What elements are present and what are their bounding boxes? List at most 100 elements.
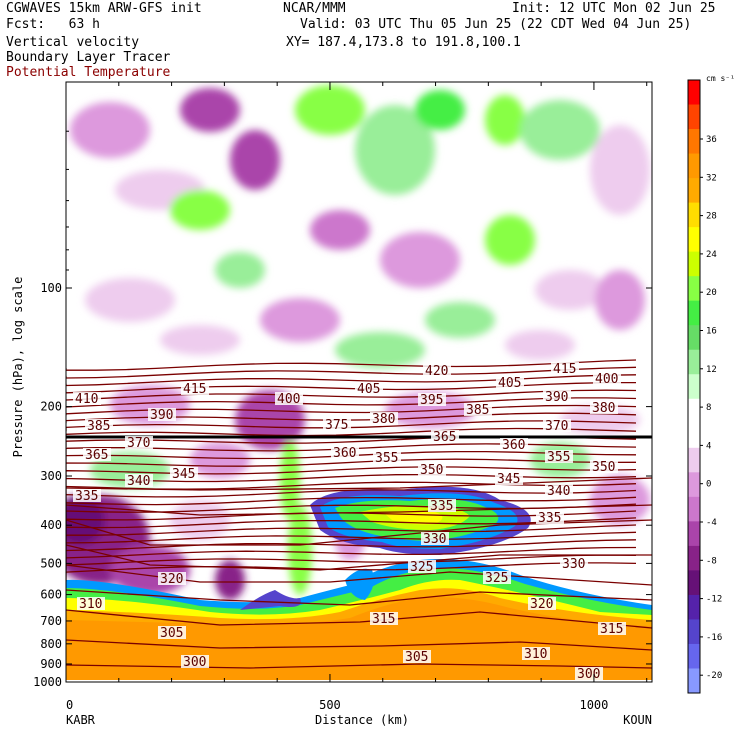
isentrope-label-bg: [73, 392, 101, 405]
isentrope-label: 305: [160, 626, 183, 641]
isentrope-upper: [66, 397, 637, 408]
isentrope-upper: [66, 546, 637, 566]
isentrope-label: 355: [547, 450, 570, 465]
isentrope-label-bg: [522, 647, 550, 660]
isentrope-label: 305: [405, 650, 428, 665]
isentrope-lower: [66, 639, 652, 651]
isentrope-label-bg: [181, 655, 209, 668]
isentrope-upper: [66, 562, 637, 582]
isentrope-label: 350: [420, 463, 443, 478]
y-tick-label: 300: [40, 469, 62, 483]
y-tick-label: 500: [40, 556, 62, 570]
center-label: NCAR/MMM: [283, 1, 346, 16]
isentrope-label-bg: [590, 460, 618, 473]
colorbar-swatch: [688, 423, 700, 449]
isentrope-label: 335: [430, 499, 453, 514]
isentrope-label: 310: [79, 597, 102, 612]
isentrope-label-bg: [543, 390, 571, 403]
isentrope-label: 330: [562, 557, 585, 572]
isentrope-label-bg: [403, 650, 431, 663]
isentrope-label: 365: [85, 448, 108, 463]
x-end-station: KOUN: [623, 713, 652, 727]
isentrope-upper: [66, 366, 637, 379]
isentrope-label-bg: [575, 667, 603, 680]
isentrope-label: 390: [150, 408, 173, 423]
colorbar-label: -12: [706, 595, 722, 605]
isentrope-label: 345: [172, 467, 195, 482]
y-tick-label: 100: [40, 281, 62, 295]
isentrope-label-bg: [373, 451, 401, 464]
colorbar-swatch: [688, 251, 700, 277]
isentrope-label-bg: [73, 489, 101, 502]
isentrope-label: 310: [524, 647, 547, 662]
isentrope-label-bg: [158, 626, 186, 639]
isentrope-label: 415: [553, 362, 576, 377]
isentrope-label: 340: [547, 484, 570, 499]
colorbar-swatch: [688, 668, 700, 694]
isentrope-label: 300: [183, 655, 206, 670]
colorbar-swatch: [688, 178, 700, 204]
colorbar-swatch: [688, 325, 700, 351]
colorbar-swatch: [688, 570, 700, 596]
colorbar-swatch: [688, 545, 700, 571]
isentrope-upper: [66, 489, 637, 503]
isentrope-label-bg: [83, 448, 111, 461]
isentrope-lower: [66, 504, 652, 516]
isentrope-upper: [66, 496, 637, 511]
isentrope-upper: [66, 466, 637, 479]
field-boundary-layer-tracer: Boundary Layer Tracer: [6, 50, 171, 65]
colorbar-swatch: [688, 129, 700, 155]
isentrope-lower: [66, 564, 652, 586]
colorbar-labels: 36 32 28 24 20 16 12 8 4 0 -4 -8 -12 -16 -20: [700, 135, 722, 681]
isentrope-label-bg: [593, 372, 621, 385]
model-title: CGWAVES 15km ARW-GFS init: [6, 1, 202, 16]
isentrope-label-bg: [148, 408, 176, 421]
isentrope-upper: [66, 404, 637, 416]
colorbar-label: -16: [706, 633, 722, 643]
y-axis: 100 200 300 400 500 600 700 800 900 1000: [33, 81, 652, 689]
isentrope-label-bg: [418, 463, 446, 476]
colorbar-swatch: [688, 104, 700, 130]
isentrope-upper: [66, 524, 637, 542]
isentrope-label-bg: [428, 499, 456, 512]
isentrope-label: 360: [333, 446, 356, 461]
field-potential-temperature: Potential Temperature: [6, 65, 171, 80]
init-time: Init: 12 UTC Mon 02 Jun 25: [512, 1, 716, 16]
isentrope-label: 405: [498, 376, 521, 391]
colorbar: [687, 79, 701, 694]
colorbar-label: -20: [706, 671, 722, 681]
colorbar-swatch: [688, 447, 700, 473]
isentrope-label: 320: [530, 597, 553, 612]
colorbar-label: 36: [706, 135, 717, 145]
isentrope-label: 400: [595, 372, 618, 387]
isentrope-label-bg: [421, 532, 449, 545]
isentrope-label: 395: [420, 393, 443, 408]
isentrope-upper: [66, 359, 637, 371]
colorbar-swatch: [688, 643, 700, 669]
isentrope-lower: [66, 589, 652, 606]
isentrope-label-bg: [590, 401, 618, 414]
isentrope-label: 315: [600, 622, 623, 637]
isentrope-label: 365: [433, 430, 456, 445]
isentrope-lines: [66, 359, 652, 669]
isentrope-label-bg: [543, 419, 571, 432]
isentrope-label-bg: [560, 557, 588, 570]
colorbar-swatch: [688, 227, 700, 253]
isentrope-label: 350: [592, 460, 615, 475]
isentrope-label-bg: [170, 467, 198, 480]
y-tick-label: 400: [40, 518, 62, 532]
colorbar-swatch: [688, 619, 700, 645]
colorbar-swatch: [688, 398, 700, 424]
isentrope-label: 335: [75, 489, 98, 504]
isentrope-label: 410: [75, 392, 98, 407]
colorbar-frame: [687, 79, 701, 694]
isentrope-upper: [66, 427, 637, 440]
isentrope-label: 335: [538, 511, 561, 526]
isentrope-label: 370: [545, 419, 568, 434]
isentrope-label: 385: [466, 403, 489, 418]
isentrope-label-bg: [545, 484, 573, 497]
isentrope-label-bg: [408, 560, 436, 573]
colorbar-swatch: [688, 276, 700, 302]
isentrope-label-bg: [536, 511, 564, 524]
